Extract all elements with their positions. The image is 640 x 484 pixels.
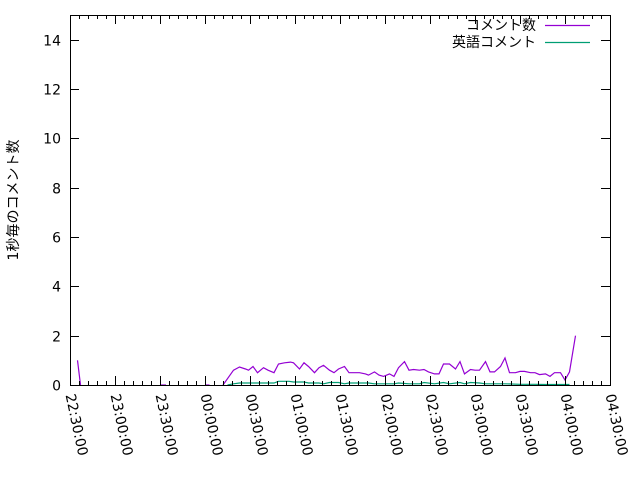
x-tick-label: 04:30:00 xyxy=(602,393,631,458)
x-tick-label: 00:30:00 xyxy=(242,393,271,458)
y-tick-label: 8 xyxy=(52,182,61,198)
x-tick-label: 01:00:00 xyxy=(287,393,316,458)
x-tick-label: 23:30:00 xyxy=(152,393,181,458)
x-tick-label: 01:30:00 xyxy=(332,393,361,458)
y-tick-label: 10 xyxy=(43,132,61,148)
x-tick-label: 02:00:00 xyxy=(377,393,406,458)
y-tick-label: 2 xyxy=(52,330,61,346)
y-axis-label: 1秒毎のコメント数 xyxy=(6,140,22,261)
plot-border xyxy=(70,15,611,386)
x-tick-label: 03:00:00 xyxy=(467,393,496,458)
series-line-0 xyxy=(76,360,82,386)
x-tick-label: 03:30:00 xyxy=(512,393,541,458)
y-tick-label: 14 xyxy=(43,34,61,50)
y-tick-label: 6 xyxy=(52,231,61,247)
series-line-0 xyxy=(222,335,577,386)
y-tick-label: 0 xyxy=(52,379,61,395)
x-tick-label: 23:00:00 xyxy=(107,393,136,458)
legend-label: 英語コメント xyxy=(452,34,536,51)
x-tick-label: 22:30:00 xyxy=(62,393,91,458)
x-tick-label: 02:30:00 xyxy=(422,393,451,458)
y-tick-label: 4 xyxy=(52,280,61,296)
x-tick-label: 04:00:00 xyxy=(557,393,586,458)
y-tick-label: 12 xyxy=(43,83,61,99)
series-line-1 xyxy=(227,380,570,386)
x-tick-label: 00:00:00 xyxy=(197,393,226,458)
legend-label: コメント数 xyxy=(466,18,536,34)
